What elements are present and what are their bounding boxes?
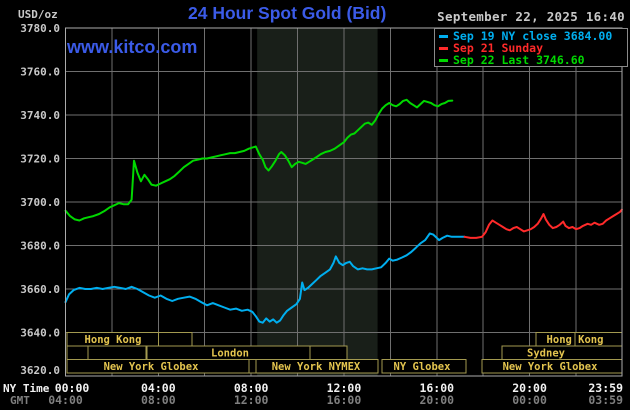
legend-item-sep19: Sep 19 NY close 3684.00 bbox=[438, 29, 627, 43]
series-line-sep-21-sunday bbox=[463, 208, 623, 239]
ny-time-tick-label: 20:00 bbox=[512, 381, 547, 395]
session-label: New York NYMEX bbox=[272, 361, 361, 373]
gmt-tick-label: 12:00 bbox=[234, 393, 269, 407]
plot-border bbox=[65, 27, 623, 377]
series-dash-icon bbox=[439, 58, 448, 62]
page-title: 24 Hour Spot Gold (Bid) bbox=[188, 3, 387, 23]
series-line-sep-22-last bbox=[64, 98, 454, 222]
ny-time-tick-label: 16:00 bbox=[419, 381, 454, 395]
session-label: NY Globex bbox=[394, 361, 452, 373]
legend-item-sep21: Sep 21 Sunday bbox=[438, 41, 627, 55]
session-label: Hong Kong bbox=[547, 334, 604, 346]
y-axis-label: 3640.0 bbox=[20, 327, 60, 340]
ny-time-tick-label: 23:59 bbox=[588, 381, 623, 395]
session-box bbox=[255, 359, 379, 374]
legend-label: Sep 21 Sunday bbox=[453, 41, 544, 55]
chart-timestamp: September 22, 2025 16:40 bbox=[437, 9, 625, 24]
ny-time-tick-label: 04:00 bbox=[141, 381, 176, 395]
y-axis-label: 3740.0 bbox=[20, 109, 60, 122]
legend-label: Sep 22 Last 3746.60 bbox=[453, 53, 585, 67]
legend-item-sep22: Sep 22 Last 3746.60 bbox=[438, 53, 627, 67]
legend-label: Sep 19 NY close 3684.00 bbox=[453, 29, 613, 43]
ny-time-tick-label: 08:00 bbox=[234, 381, 269, 395]
y-axis-label: 3620.0 bbox=[20, 364, 60, 377]
session-box bbox=[158, 332, 193, 347]
gmt-tick-label: 16:00 bbox=[327, 393, 362, 407]
kitco-website-link[interactable]: www.kitco.com bbox=[67, 37, 198, 57]
y-axis-label: 3760.0 bbox=[20, 66, 60, 79]
session-box bbox=[87, 345, 147, 360]
y-axis-label: 3700.0 bbox=[20, 196, 60, 209]
session-box bbox=[309, 345, 348, 360]
gmt-tick-label: 08:00 bbox=[141, 393, 176, 407]
legend: Sep 19 NY close 3684.00 Sep 21 Sunday Se… bbox=[434, 28, 628, 67]
session-label: Sydney bbox=[527, 348, 566, 360]
y-axis-label: 3780.0 bbox=[20, 22, 60, 35]
session-label: London bbox=[211, 348, 249, 360]
gmt-tick-label: 00:00 bbox=[512, 393, 547, 407]
series-line-sep-19-ny-close bbox=[64, 232, 466, 324]
session-label: New York Globex bbox=[104, 361, 200, 373]
series-dash-icon bbox=[439, 46, 448, 50]
y-axis-label: 3680.0 bbox=[20, 240, 60, 253]
gmt-tick-label: 04:00 bbox=[48, 393, 83, 407]
y-axis-label: 3720.0 bbox=[20, 153, 60, 166]
y-axis-label: 3660.0 bbox=[20, 283, 60, 296]
y-axis-units-label: USD/oz bbox=[18, 8, 58, 21]
gmt-tick-label: 03:59 bbox=[588, 393, 623, 407]
session-box bbox=[248, 359, 257, 374]
gmt-tick-label: 20:00 bbox=[419, 393, 454, 407]
session-box bbox=[66, 345, 89, 360]
session-label: Hong Kong bbox=[85, 334, 142, 346]
series-dash-icon bbox=[439, 34, 448, 38]
gmt-axis-title: GMT bbox=[10, 394, 30, 407]
ny-time-axis-title: NY Time bbox=[3, 382, 50, 395]
session-label: New York Globex bbox=[503, 361, 599, 373]
ny-time-tick-label: 12:00 bbox=[327, 381, 362, 395]
session-box bbox=[381, 359, 467, 374]
ny-time-tick-label: 00:00 bbox=[55, 381, 90, 395]
